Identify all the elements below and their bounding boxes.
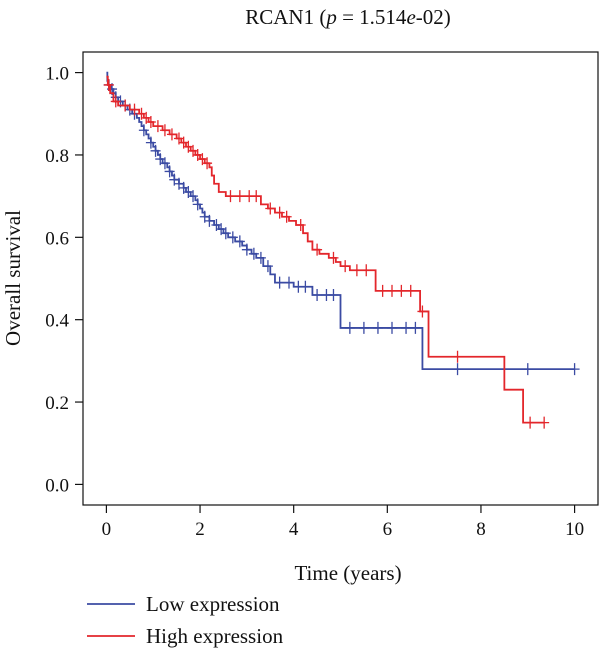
censor-mark bbox=[220, 227, 231, 240]
censor-mark bbox=[234, 235, 245, 248]
censor-mark bbox=[312, 288, 323, 301]
censor-mark bbox=[569, 363, 580, 376]
censor-mark bbox=[410, 321, 421, 334]
censor-mark bbox=[312, 243, 323, 256]
y-axis-ticks: 0.0 0.2 0.4 0.6 0.8 1.0 bbox=[45, 64, 83, 496]
x-tick-label: 6 bbox=[383, 519, 393, 540]
x-tick-label: 10 bbox=[565, 519, 584, 540]
title-exp-rest: -02 bbox=[416, 5, 444, 29]
censor-mark bbox=[164, 165, 175, 178]
censor-mark bbox=[159, 124, 170, 137]
censor-mark bbox=[265, 202, 276, 215]
censor-mark bbox=[188, 190, 199, 203]
y-tick-label: 0.8 bbox=[45, 146, 69, 167]
censor-mark bbox=[328, 288, 339, 301]
censor-mark bbox=[522, 363, 533, 376]
censor-mark bbox=[152, 120, 163, 133]
legend-label-high: High expression bbox=[146, 624, 284, 648]
title-close: ) bbox=[444, 5, 451, 29]
censor-mark bbox=[234, 190, 245, 203]
censor-mark bbox=[377, 284, 388, 297]
x-axis-label: Time (years) bbox=[294, 561, 401, 585]
censor-mark bbox=[300, 280, 311, 293]
y-tick-label: 0.6 bbox=[45, 228, 69, 249]
censor-mark bbox=[120, 99, 131, 112]
censor-mark bbox=[251, 190, 262, 203]
x-tick-label: 4 bbox=[289, 519, 299, 540]
censor-mark bbox=[138, 124, 149, 137]
title-gene: RCAN1 bbox=[245, 5, 314, 29]
censor-mark bbox=[103, 78, 114, 91]
censor-mark bbox=[340, 260, 351, 273]
censor-mark bbox=[145, 136, 156, 149]
survival-curve bbox=[106, 71, 575, 370]
y-tick-label: 1.0 bbox=[45, 64, 69, 85]
censor-mark bbox=[145, 116, 156, 129]
censor-mark bbox=[204, 214, 215, 227]
censor-mark bbox=[248, 247, 259, 260]
y-tick-label: 0.4 bbox=[45, 311, 69, 332]
plot-frame bbox=[82, 51, 599, 506]
x-tick-label: 2 bbox=[195, 519, 205, 540]
x-axis-ticks: 0 2 4 6 8 10 bbox=[102, 505, 584, 540]
censor-mark bbox=[255, 251, 266, 264]
censor-mark bbox=[274, 276, 285, 289]
censor-mark bbox=[274, 206, 285, 219]
censor-mark bbox=[225, 190, 236, 203]
censor-mark bbox=[295, 218, 306, 231]
y-axis-label: Overall survival bbox=[1, 210, 25, 346]
title-p-rest: = 1.514 bbox=[337, 5, 407, 29]
censor-mark bbox=[159, 157, 170, 170]
censor-mark bbox=[396, 284, 407, 297]
censor-mark bbox=[405, 284, 416, 297]
censor-mark bbox=[351, 264, 362, 277]
censor-mark bbox=[387, 321, 397, 334]
censor-mark bbox=[150, 144, 161, 157]
series-low-expression bbox=[103, 71, 580, 376]
censor-mark bbox=[110, 95, 121, 108]
title-open: ( bbox=[314, 5, 326, 29]
censor-mark bbox=[227, 231, 238, 244]
series-layer bbox=[103, 71, 580, 429]
censor-mark bbox=[129, 103, 140, 116]
x-tick-label: 8 bbox=[476, 519, 486, 540]
legend: Low expression High expression bbox=[87, 592, 284, 648]
censor-mark bbox=[401, 321, 412, 334]
censor-mark bbox=[192, 198, 203, 211]
chart-title: RCAN1 (p = 1.514e-02) bbox=[245, 5, 451, 29]
censor-mark bbox=[262, 260, 273, 273]
censor-mark bbox=[284, 276, 294, 289]
legend-label-low: Low expression bbox=[146, 592, 280, 616]
censor-mark bbox=[241, 243, 252, 256]
title-exp-e: e bbox=[406, 5, 415, 29]
censor-mark bbox=[281, 210, 292, 223]
censor-mark bbox=[452, 350, 463, 363]
censor-mark bbox=[344, 321, 355, 334]
censor-mark bbox=[539, 416, 550, 429]
censor-mark bbox=[361, 264, 372, 277]
censor-mark bbox=[525, 416, 536, 429]
x-tick-label: 0 bbox=[102, 519, 112, 540]
censor-mark bbox=[358, 321, 369, 334]
y-tick-label: 0.0 bbox=[45, 475, 69, 496]
censor-mark bbox=[166, 128, 177, 141]
censor-mark bbox=[452, 363, 463, 376]
censor-mark bbox=[202, 157, 213, 170]
title-p-var: p bbox=[324, 5, 337, 29]
censor-mark bbox=[328, 251, 339, 264]
censor-mark bbox=[387, 284, 397, 297]
series-high-expression bbox=[103, 75, 550, 429]
y-tick-label: 0.2 bbox=[45, 393, 69, 414]
censor-mark bbox=[372, 321, 383, 334]
censor-mark bbox=[417, 305, 428, 318]
